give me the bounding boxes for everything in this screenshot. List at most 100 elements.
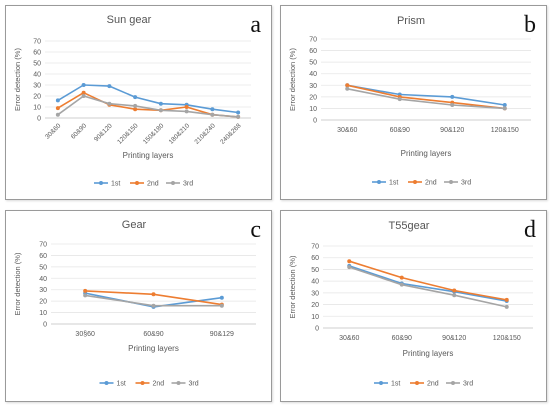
data-point-3rd <box>452 293 457 298</box>
x-tick-label: 240&268 <box>219 122 243 146</box>
legend-item-3rd: 3rd <box>444 180 471 187</box>
x-tick-label: 30&60 <box>44 122 63 141</box>
data-point-1st <box>158 101 163 106</box>
chart-title: Gear <box>122 219 147 231</box>
legend-item-3rd: 3rd <box>166 181 193 188</box>
x-tick-label: 90&120 <box>93 122 114 143</box>
data-point-2nd <box>504 297 509 302</box>
legend-item-1st: 1st <box>374 381 400 388</box>
data-point-2nd <box>452 288 457 293</box>
y-tick-label: 70 <box>311 244 319 251</box>
data-point-3rd <box>504 304 509 309</box>
y-tick-label: 0 <box>313 118 317 125</box>
x-tick-label: 120&150 <box>116 122 140 146</box>
legend-marker <box>413 180 417 184</box>
chart-panel-gear: Gear c 0 10 20 30 40 50 60 70 30§60 60&90 90&129 Prin… <box>5 210 272 402</box>
x-tick-label: 120&150 <box>491 127 519 134</box>
y-axis-label: Error detection (%) <box>13 48 22 111</box>
y-tick-label: 50 <box>33 61 41 68</box>
panel-letter: a <box>250 12 261 38</box>
series-line-1st <box>349 265 507 302</box>
data-point-2nd <box>347 259 352 264</box>
y-tick-label: 30 <box>33 83 41 90</box>
y-tick-label: 50 <box>309 60 317 67</box>
data-point-1st <box>133 95 138 100</box>
legend-item-2nd: 2nd <box>130 181 159 188</box>
data-point-3rd <box>219 303 224 308</box>
data-point-1st <box>210 107 215 112</box>
data-point-3rd <box>236 114 241 119</box>
y-tick-label: 30 <box>311 290 319 297</box>
x-tick-label: 60&90 <box>390 127 410 134</box>
legend-item-2nd: 2nd <box>408 180 437 187</box>
x-tick-label: 60&90 <box>70 122 89 141</box>
y-tick-label: 30 <box>309 83 317 90</box>
chart-title: Prism <box>397 15 425 27</box>
y-tick-label: 60 <box>309 48 317 55</box>
data-point-3rd <box>345 86 350 91</box>
x-tick-label: 90&120 <box>440 127 464 134</box>
x-tick-label: 60&90 <box>143 331 163 338</box>
legend-item-1st: 1st <box>99 381 126 388</box>
legend-marker <box>415 381 419 385</box>
data-point-3rd <box>399 282 404 287</box>
legend-label: 2nd <box>147 181 159 188</box>
legend-label: 3rd <box>461 180 471 187</box>
legend-label: 3rd <box>189 381 199 388</box>
x-axis-label: Printing layers <box>403 349 454 358</box>
series-line-1st <box>57 84 239 114</box>
chart-svg: Prism b 0 10 20 30 40 50 60 70 30&60 60&90 90&120 120… <box>288 12 536 187</box>
series-line-3rd <box>349 266 507 308</box>
x-tick-label: 90&129 <box>210 331 234 338</box>
data-point-1st <box>107 84 112 89</box>
y-tick-label: 0 <box>315 326 319 333</box>
data-point-2nd <box>399 275 404 280</box>
y-tick-label: 10 <box>309 106 317 113</box>
legend-marker <box>171 181 175 185</box>
data-point-3rd <box>83 293 88 298</box>
legend-label: 2nd <box>427 381 439 388</box>
legend-item-2nd: 2nd <box>410 381 439 388</box>
data-point-1st <box>236 110 241 115</box>
data-point-2nd <box>55 106 60 111</box>
chart-svg: T55gear d 0 10 20 30 40 50 60 70 30&60 60&90 90&120 1… <box>288 217 536 388</box>
y-tick-label: 60 <box>33 50 41 57</box>
y-tick-label: 40 <box>39 276 47 283</box>
data-point-3rd <box>55 112 60 117</box>
y-tick-label: 40 <box>33 72 41 79</box>
data-point-3rd <box>158 108 163 113</box>
x-tick-label: 210&240 <box>193 122 217 146</box>
data-point-1st <box>219 295 224 300</box>
data-point-2nd <box>345 83 350 88</box>
legend-item-3rd: 3rd <box>446 381 473 388</box>
data-point-3rd <box>210 112 215 117</box>
data-point-3rd <box>397 97 402 102</box>
y-tick-label: 60 <box>311 255 319 262</box>
chart-panel-sun-gear: Sun gear a 0 10 20 30 40 50 60 70 30&60 60&90 90&120… <box>5 5 272 200</box>
series-line-2nd <box>347 84 505 110</box>
y-tick-label: 20 <box>311 302 319 309</box>
series-line-1st <box>347 84 505 106</box>
data-point-1st <box>450 94 455 99</box>
y-tick-label: 40 <box>309 71 317 78</box>
legend-marker <box>135 181 139 185</box>
x-axis-label: Printing layers <box>123 151 174 160</box>
data-point-3rd <box>450 102 455 107</box>
legend-marker <box>140 381 145 385</box>
chart-svg: Sun gear a 0 10 20 30 40 50 60 70 30&60 60&90 90&120… <box>13 12 261 188</box>
series-line-2nd <box>349 260 507 301</box>
data-point-2nd <box>133 107 138 112</box>
panel-letter: c <box>250 217 261 243</box>
x-tick-label: 120&150 <box>493 335 521 342</box>
legend-label: 1st <box>391 381 400 388</box>
y-tick-label: 30 <box>39 287 47 294</box>
data-point-3rd <box>107 101 112 106</box>
y-tick-label: 0 <box>43 322 47 329</box>
data-point-3rd <box>184 109 189 114</box>
legend-label: 2nd <box>425 180 437 187</box>
x-axis-label: Printing layers <box>128 344 179 353</box>
panel-letter: b <box>524 12 536 38</box>
x-tick-label: 30§60 <box>75 331 95 338</box>
panel-letter: d <box>524 217 536 243</box>
y-tick-label: 70 <box>33 39 41 46</box>
